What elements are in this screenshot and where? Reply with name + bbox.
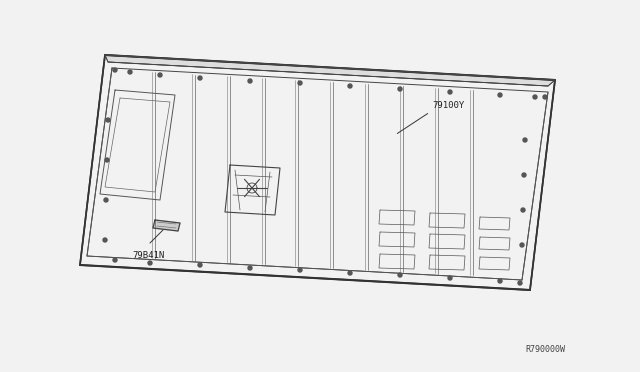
Circle shape [103,238,107,242]
Circle shape [198,76,202,80]
Circle shape [148,261,152,265]
Polygon shape [153,220,180,231]
Circle shape [398,273,402,277]
Circle shape [298,268,302,272]
Circle shape [128,70,132,74]
Text: R790000W: R790000W [525,345,565,354]
Circle shape [543,95,547,99]
Circle shape [248,79,252,83]
Circle shape [398,87,402,91]
Circle shape [248,266,252,270]
Circle shape [158,73,162,77]
Circle shape [105,158,109,162]
Circle shape [106,118,110,122]
Circle shape [520,243,524,247]
Circle shape [518,281,522,285]
Circle shape [348,84,352,88]
Circle shape [298,81,302,85]
Circle shape [522,173,526,177]
Text: 79B41N: 79B41N [132,251,164,260]
Text: 79100Y: 79100Y [432,101,464,110]
Polygon shape [105,55,555,86]
Circle shape [113,68,117,72]
Circle shape [448,90,452,94]
Circle shape [498,93,502,97]
Circle shape [198,263,202,267]
Circle shape [348,271,352,275]
Circle shape [113,258,117,262]
Circle shape [498,279,502,283]
Circle shape [104,198,108,202]
Circle shape [521,208,525,212]
Circle shape [448,276,452,280]
Circle shape [533,95,537,99]
Circle shape [523,138,527,142]
